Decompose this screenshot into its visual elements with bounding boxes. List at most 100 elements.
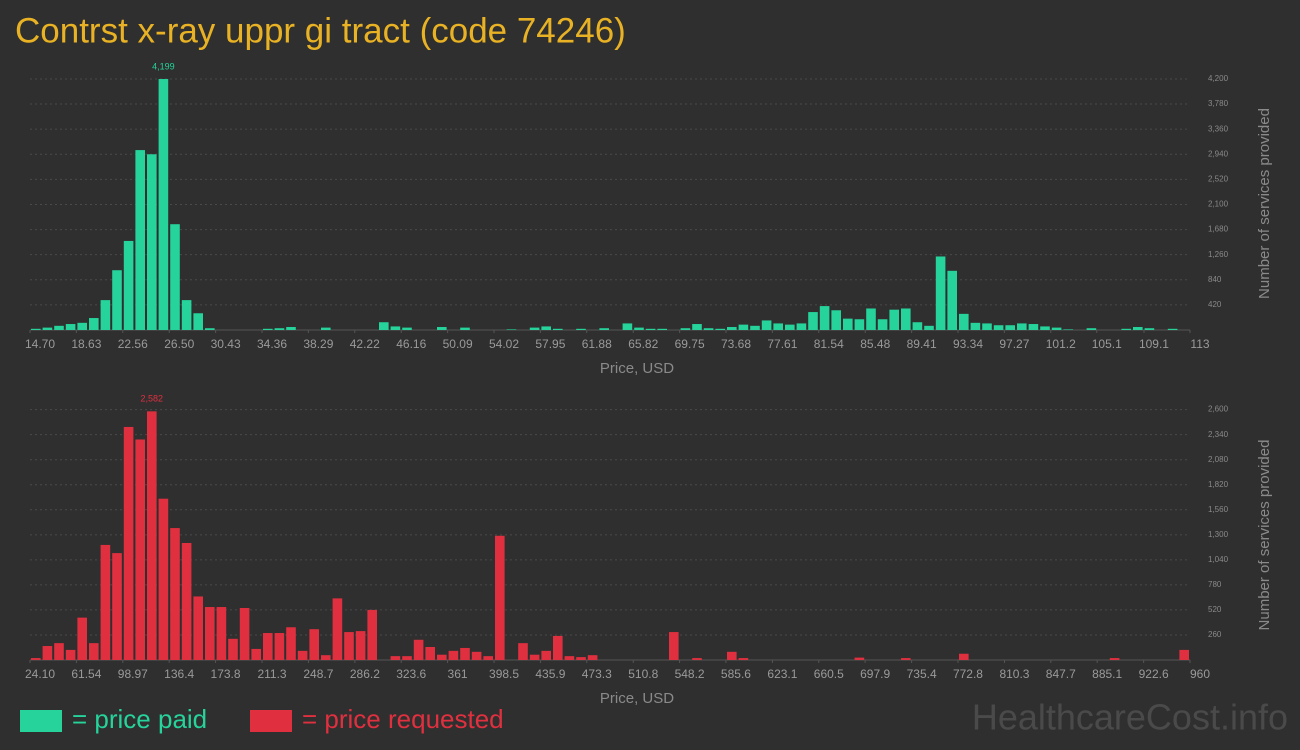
bar: [460, 327, 470, 330]
x-tick-label: 81.54: [814, 337, 844, 351]
y-tick-label: 840: [1208, 275, 1222, 284]
bar: [77, 322, 87, 330]
x-tick-label: 42.22: [350, 337, 380, 351]
y-tick-label: 1,680: [1208, 225, 1229, 234]
x-tick-label: 61.88: [582, 337, 612, 351]
y-tick-label: 2,940: [1208, 149, 1229, 158]
bar: [65, 324, 76, 330]
bar: [657, 328, 667, 330]
bar: [89, 318, 99, 330]
x-tick-label: 69.75: [675, 337, 705, 351]
x-tick-label: 101.2: [1046, 337, 1076, 351]
x-tick-label: 623.1: [767, 667, 797, 681]
x-tick-label: 473.3: [582, 667, 612, 681]
bar: [854, 657, 865, 660]
bar: [785, 324, 795, 330]
x-tick-label: 435.9: [535, 667, 565, 681]
bar: [228, 638, 238, 660]
bar: [645, 328, 656, 330]
x-tick-label: 26.50: [164, 337, 194, 351]
bar: [901, 658, 911, 660]
bar: [42, 327, 53, 330]
bar: [1040, 326, 1050, 330]
bar: [112, 553, 122, 660]
bar: [286, 627, 296, 660]
x-tick-label: 248.7: [303, 667, 333, 681]
bar: [738, 658, 749, 660]
bar: [274, 328, 285, 330]
bar: [135, 150, 145, 330]
bar: [541, 326, 551, 330]
x-tick-label: 548.2: [675, 667, 705, 681]
bar: [819, 306, 830, 330]
y-tick-label: 520: [1208, 605, 1222, 614]
bar: [54, 325, 64, 330]
x-tick-label: 772.8: [953, 667, 983, 681]
bar: [553, 328, 563, 330]
x-tick-label: 173.8: [211, 667, 241, 681]
value-label: 2,582: [141, 394, 164, 404]
bar: [286, 327, 296, 330]
bar: [587, 655, 598, 660]
bar: [193, 596, 203, 660]
bar: [147, 411, 157, 660]
bar: [738, 324, 749, 330]
x-tick-label: 57.95: [535, 337, 565, 351]
y-tick-label: 2,080: [1208, 455, 1229, 464]
bar: [413, 639, 424, 660]
bar: [924, 325, 934, 330]
x-tick-label: 61.54: [71, 667, 101, 681]
x-tick-label: 136.4: [164, 667, 194, 681]
y-tick-label: 1,040: [1208, 555, 1229, 564]
bar: [181, 543, 192, 660]
bar: [205, 607, 215, 660]
bar: [889, 309, 899, 330]
bar: [1086, 328, 1097, 330]
bar: [1121, 328, 1131, 330]
bar: [297, 650, 308, 660]
bar: [425, 647, 435, 660]
bar: [77, 617, 87, 660]
x-tick-label: 697.9: [860, 667, 890, 681]
bar: [1133, 327, 1143, 330]
bar: [123, 426, 134, 660]
bar: [1167, 328, 1178, 330]
y-tick-label: 1,260: [1208, 250, 1229, 259]
bar: [877, 319, 888, 330]
legend-swatch: [250, 710, 292, 732]
x-tick-label: 98.97: [118, 667, 148, 681]
bar: [634, 327, 644, 330]
bar: [471, 651, 482, 660]
bar: [112, 270, 122, 330]
x-tick-label: 77.61: [767, 337, 797, 351]
y-tick-label: 2,340: [1208, 430, 1229, 439]
bar: [553, 635, 563, 660]
bar: [216, 607, 227, 660]
bar: [727, 651, 737, 660]
bar: [390, 326, 401, 330]
y-tick-label: 260: [1208, 630, 1222, 639]
x-tick-label: 38.29: [303, 337, 333, 351]
bar: [332, 598, 343, 660]
y-tick-label: 2,600: [1208, 405, 1229, 414]
x-tick-label: 65.82: [628, 337, 658, 351]
x-tick-label: 89.41: [907, 337, 937, 351]
x-tick-label: 14.70: [25, 337, 55, 351]
y-tick-label: 1,560: [1208, 505, 1229, 514]
bar: [65, 649, 76, 660]
x-axis-title: Price, USD: [600, 690, 674, 707]
bar: [703, 328, 714, 330]
x-tick-label: 211.3: [257, 667, 286, 681]
bar: [727, 327, 737, 330]
x-tick-label: 361: [448, 667, 468, 681]
x-tick-label: 660.5: [814, 667, 844, 681]
value-label: 4,199: [152, 61, 175, 71]
x-tick-label: 922.6: [1139, 667, 1169, 681]
bar: [564, 656, 575, 660]
x-tick-label: 735.4: [907, 667, 937, 681]
y-axis-title: Number of services provided: [1256, 440, 1273, 631]
bar: [866, 308, 876, 330]
bar: [529, 654, 540, 660]
